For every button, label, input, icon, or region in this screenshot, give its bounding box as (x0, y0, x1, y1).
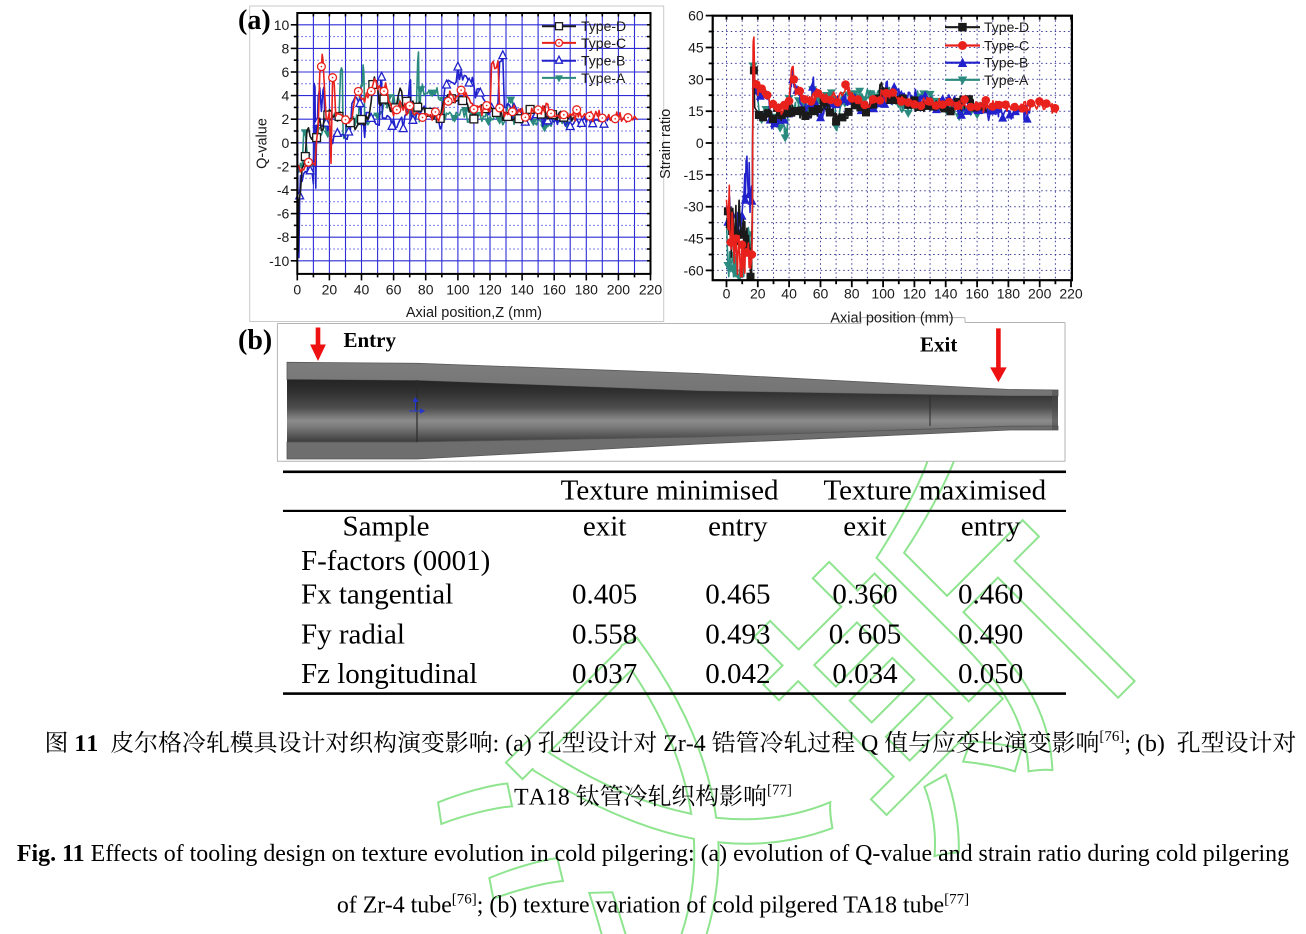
svg-text:30: 30 (688, 71, 704, 87)
svg-text:-8: -8 (277, 229, 290, 245)
svg-text:-10: -10 (269, 253, 289, 269)
svg-text:0: 0 (293, 281, 301, 297)
svg-text:Fz longitudinal: Fz longitudinal (301, 658, 477, 690)
svg-text:Texture maximised: Texture maximised (823, 475, 1046, 507)
svg-text:0.465: 0.465 (705, 579, 770, 611)
svg-text:220: 220 (639, 281, 663, 297)
svg-text:60: 60 (813, 286, 829, 302)
svg-text:(a): (a) (238, 5, 271, 36)
svg-text:Axial position,Z (mm): Axial position,Z (mm) (406, 305, 542, 321)
svg-text:Entry: Entry (344, 328, 397, 352)
svg-text:Type-C: Type-C (581, 35, 626, 51)
svg-text:0: 0 (723, 286, 731, 302)
svg-text:Type-C: Type-C (984, 38, 1029, 54)
svg-text:of Zr-4 tube[76]; (b) texture: of Zr-4 tube[76]; (b) texture variation … (337, 892, 969, 919)
svg-text:140: 140 (510, 281, 534, 297)
svg-text:Fy radial: Fy radial (301, 619, 405, 651)
svg-text:0.460: 0.460 (958, 579, 1023, 611)
svg-text:0.042: 0.042 (705, 658, 770, 690)
svg-text:8: 8 (282, 40, 290, 56)
svg-text:6: 6 (282, 64, 290, 80)
svg-text:-4: -4 (277, 182, 290, 198)
svg-text:exit: exit (843, 511, 887, 543)
svg-text:180: 180 (997, 286, 1021, 302)
svg-text:Strain ratio: Strain ratio (658, 109, 674, 179)
svg-text:-45: -45 (683, 231, 703, 247)
svg-text:exit: exit (583, 511, 627, 543)
svg-text:0. 605: 0. 605 (829, 619, 902, 651)
svg-text:0.360: 0.360 (832, 579, 897, 611)
svg-text:45: 45 (688, 40, 704, 56)
svg-text:(b): (b) (238, 325, 272, 356)
svg-text:180: 180 (575, 281, 599, 297)
svg-text:4: 4 (282, 88, 290, 104)
svg-text:Texture minimised: Texture minimised (561, 475, 779, 507)
svg-text:Type-A: Type-A (581, 70, 626, 86)
svg-text:60: 60 (386, 281, 402, 297)
svg-text:-30: -30 (683, 199, 703, 215)
svg-text:Type-D: Type-D (581, 18, 626, 34)
svg-text:2: 2 (282, 111, 290, 127)
svg-text:F-factors (0001): F-factors (0001) (301, 545, 490, 577)
svg-text:80: 80 (844, 286, 860, 302)
svg-text:Type-B: Type-B (984, 55, 1028, 71)
svg-text:40: 40 (354, 281, 370, 297)
svg-text:80: 80 (418, 281, 434, 297)
svg-text:40: 40 (781, 286, 797, 302)
svg-text:0: 0 (696, 135, 704, 151)
svg-text:Type-A: Type-A (984, 72, 1029, 88)
svg-text:60: 60 (688, 8, 704, 24)
svg-text:Q-value: Q-value (255, 118, 271, 169)
svg-text:Type-B: Type-B (581, 53, 625, 69)
svg-text:15: 15 (688, 103, 704, 119)
svg-text:160: 160 (965, 286, 989, 302)
svg-text:Fig. 11 Effects of tooling des: Fig. 11 Effects of tooling design on tex… (17, 841, 1289, 867)
svg-text:160: 160 (543, 281, 567, 297)
svg-text:-15: -15 (683, 167, 703, 183)
svg-text:120: 120 (903, 286, 927, 302)
svg-text:120: 120 (478, 281, 502, 297)
svg-text:0.037: 0.037 (572, 658, 637, 690)
svg-text:0: 0 (282, 135, 290, 151)
svg-text:20: 20 (750, 286, 766, 302)
svg-text:220: 220 (1059, 286, 1083, 302)
svg-text:10: 10 (274, 17, 290, 33)
svg-text:entry: entry (708, 511, 768, 543)
svg-text:0.490: 0.490 (958, 619, 1023, 651)
svg-text:0.558: 0.558 (572, 619, 637, 651)
svg-text:-60: -60 (683, 262, 703, 278)
svg-text:0.493: 0.493 (705, 619, 770, 651)
svg-text:Fx tangential: Fx tangential (301, 579, 453, 611)
svg-text:entry: entry (961, 511, 1021, 543)
svg-text:-6: -6 (277, 206, 290, 222)
svg-text:0.034: 0.034 (832, 658, 898, 690)
svg-text:Exit: Exit (920, 333, 957, 357)
svg-text:200: 200 (607, 281, 631, 297)
svg-text:100: 100 (871, 286, 895, 302)
svg-text:20: 20 (322, 281, 338, 297)
svg-text:-2: -2 (277, 158, 290, 174)
svg-text:Axial position (mm): Axial position (mm) (830, 311, 953, 327)
svg-text:140: 140 (934, 286, 958, 302)
svg-text:Type-D: Type-D (984, 19, 1029, 35)
svg-text:200: 200 (1028, 286, 1052, 302)
svg-text:100: 100 (446, 281, 470, 297)
svg-text:Sample: Sample (343, 511, 430, 543)
svg-text:0.050: 0.050 (958, 658, 1023, 690)
svg-text:0.405: 0.405 (572, 579, 637, 611)
